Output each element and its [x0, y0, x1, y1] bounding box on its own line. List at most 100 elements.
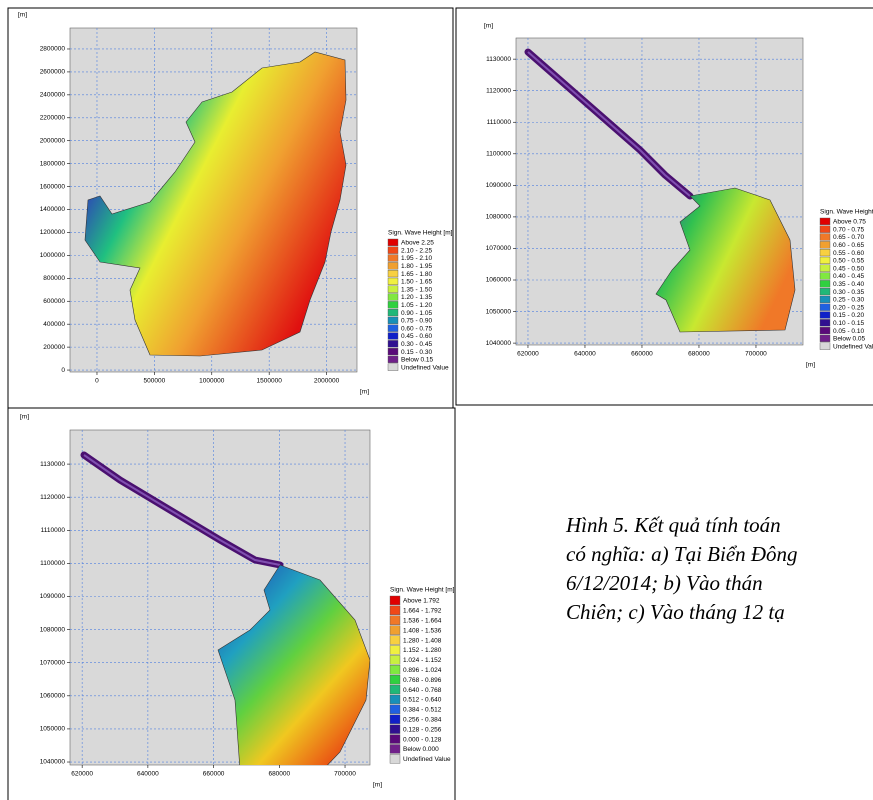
legend-label: 1.664 - 1.792	[403, 608, 442, 615]
legend-label: 0.35 - 0.40	[833, 281, 864, 288]
legend-label: 0.15 - 0.20	[833, 312, 864, 319]
legend-label: 2.10 - 2.25	[401, 247, 432, 254]
y-tick-label: 2000000	[40, 137, 66, 144]
y-tick-label: 1060000	[486, 277, 512, 284]
legend-label: 0.50 - 0.55	[833, 258, 864, 265]
legend-label: Above 0.75	[833, 219, 866, 226]
legend-swatch	[387, 316, 399, 325]
x-tick-label: 1000000	[199, 378, 225, 385]
y-tick-label: 600000	[43, 298, 65, 305]
y-tick-label: 400000	[43, 321, 65, 328]
y-tick-label: 1130000	[40, 461, 65, 468]
y-axis-label: [m]	[484, 23, 493, 30]
legend-swatch	[387, 285, 399, 293]
caption-line: Chiên; c) Vào tháng 12 tạ	[566, 600, 785, 624]
legend-swatch	[819, 233, 831, 241]
y-tick-label: 1100000	[486, 151, 511, 158]
legend-label: 1.280 - 1.408	[403, 637, 442, 644]
legend-swatch	[387, 355, 399, 364]
legend-swatch	[387, 301, 399, 309]
legend-label: 0.30 - 0.45	[401, 341, 432, 348]
y-tick-label: 1800000	[40, 160, 66, 167]
y-axis-label: [m]	[18, 12, 27, 19]
y-tick-label: 1050000	[486, 308, 512, 315]
legend-swatch	[387, 246, 399, 254]
legend-swatch	[819, 319, 831, 327]
legend-swatch	[387, 340, 399, 348]
y-tick-label: 1110000	[41, 527, 66, 534]
legend-label: 1.95 - 2.10	[401, 255, 432, 262]
caption-line: Hình 5. Kết quả tính toán	[565, 513, 781, 537]
x-tick-label: 700000	[334, 771, 356, 778]
legend-swatch	[819, 241, 831, 249]
caption-line: 6/12/2014; b) Vào thán	[566, 571, 763, 595]
legend-label: 0.20 - 0.25	[833, 304, 864, 311]
legend-swatch	[819, 225, 831, 233]
y-tick-label: 1200000	[40, 229, 66, 236]
x-tick-label: 680000	[688, 351, 710, 358]
legend-title: Sign. Wave Height [m]	[388, 230, 453, 237]
y-tick-label: 1080000	[486, 214, 512, 221]
x-tick-label: 680000	[268, 771, 290, 778]
y-tick-label: 1120000	[40, 494, 65, 501]
legend-label: 1.05 - 1.20	[401, 302, 432, 309]
legend-swatch	[389, 684, 401, 695]
y-tick-label: 1400000	[40, 206, 66, 213]
x-tick-label: 660000	[203, 771, 225, 778]
map	[516, 38, 803, 345]
y-tick-label: 2400000	[40, 92, 66, 99]
y-tick-label: 1040000	[40, 759, 66, 766]
legend-swatch	[819, 280, 831, 288]
legend-swatch	[387, 293, 399, 301]
legend-swatch	[387, 363, 399, 371]
legend-title: Sign. Wave Height [m]	[820, 209, 873, 216]
legend-label: 0.000 - 0.128	[403, 736, 442, 743]
panel-frame	[7, 407, 456, 800]
legend-label: Undefined Value	[403, 756, 451, 763]
y-tick-label: 1080000	[40, 626, 66, 633]
x-tick-label: 640000	[137, 771, 159, 778]
legend-swatch	[387, 332, 399, 340]
x-tick-label: 500000	[144, 378, 166, 385]
legend-swatch	[387, 348, 399, 356]
y-tick-label: 800000	[43, 275, 65, 282]
y-tick-label: 1600000	[40, 183, 66, 190]
legend-swatch	[819, 248, 831, 257]
wave-field	[655, 187, 796, 333]
legend-label: 0.70 - 0.75	[833, 226, 864, 233]
x-tick-label: 640000	[574, 351, 596, 358]
legend-label: 0.05 - 0.10	[833, 328, 864, 335]
y-tick-label: 1120000	[486, 87, 511, 94]
legend-swatch	[389, 645, 401, 655]
legend-swatch	[387, 309, 399, 317]
legend-swatch	[819, 334, 831, 343]
wave-field	[217, 564, 370, 765]
legend-swatch	[389, 655, 401, 665]
legend-label: 1.50 - 1.65	[401, 279, 432, 286]
y-axis-label: [m]	[20, 414, 29, 421]
x-tick-label: 0	[95, 378, 99, 385]
legend-swatch	[819, 295, 831, 304]
legend-swatch	[389, 595, 401, 606]
y-tick-label: 2800000	[40, 46, 66, 53]
legend-label: 1.408 - 1.536	[403, 627, 442, 634]
legend-label: 0.640 - 0.768	[403, 687, 442, 694]
legend-swatch	[819, 288, 831, 296]
x-axis-label: [m]	[360, 389, 369, 396]
legend-label: 0.90 - 1.05	[401, 310, 432, 317]
y-tick-label: 2200000	[40, 115, 66, 122]
legend-swatch	[819, 272, 831, 280]
legend-label: 1.35 - 1.50	[401, 286, 432, 293]
legend-swatch	[389, 724, 401, 734]
caption-line: có nghĩa: a) Tại Biển Đông	[566, 542, 798, 566]
map	[70, 430, 370, 765]
legend-label: 1.024 - 1.152	[403, 657, 442, 664]
legend-swatch	[387, 277, 399, 286]
y-tick-label: 1000000	[40, 252, 66, 259]
legend-label: 0.768 - 0.896	[403, 677, 442, 684]
x-tick-label: 2000000	[314, 378, 340, 385]
wave-field	[84, 51, 347, 357]
x-tick-label: 620000	[71, 771, 93, 778]
legend-label: 0.45 - 0.50	[833, 265, 864, 272]
